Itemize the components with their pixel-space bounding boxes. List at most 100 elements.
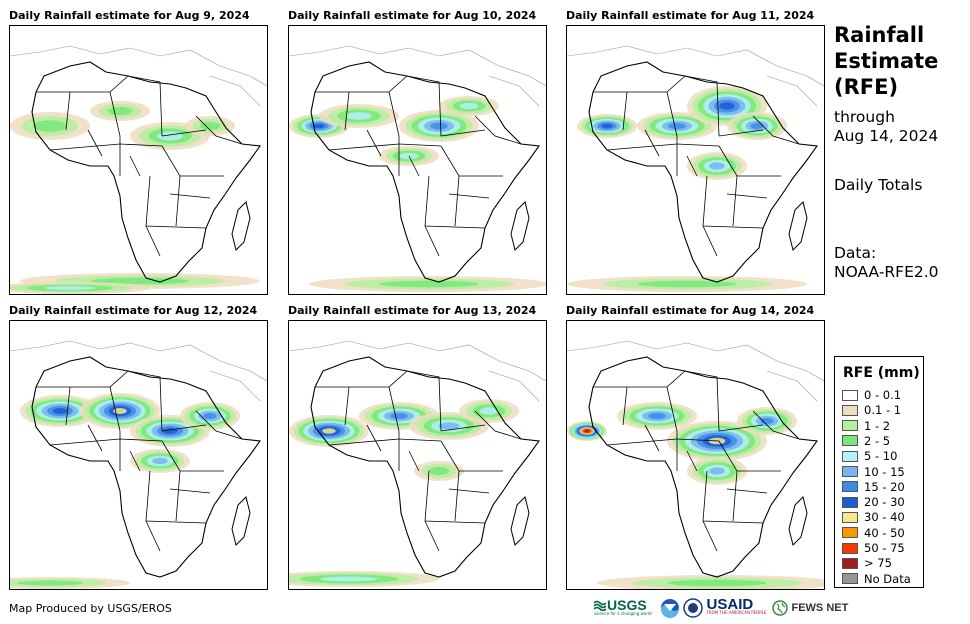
country-border [702,225,718,257]
country-border [315,75,408,93]
africa-map-graphic [567,340,824,589]
panel-title-aug-13: Daily Rainfall estimate for Aug 13, 2024 [288,304,537,317]
country-border [65,386,71,426]
country-border [145,470,207,524]
madagascar-outline [510,201,530,251]
country-border [195,410,243,440]
country-border [686,155,698,177]
rainfall-area [459,102,479,110]
legend-label: > 75 [864,556,892,571]
rainfall-area [379,280,479,288]
country-border [684,75,720,137]
rainfall-area [719,102,735,110]
madagascar-outline [788,496,808,546]
rainfall-area [428,466,450,476]
rainfall-map-aug-9 [9,25,268,295]
country-border [36,75,129,93]
legend-item: 10 - 15 [842,465,905,479]
country-border [344,386,350,426]
rainfall-area [346,112,372,120]
country-border [424,520,440,552]
country-border [644,424,660,452]
country-border [127,75,163,137]
legend-item: 2 - 5 [842,434,890,448]
country-border [87,424,103,452]
country-border [315,370,408,388]
africa-outline [588,356,818,578]
panel-title-aug-11: Daily Rainfall estimate for Aug 11, 2024 [566,9,815,22]
rainfall-area [313,123,325,129]
legend-label: 50 - 75 [864,541,905,555]
country-border [366,424,382,452]
data-source: NOAA-RFE2.0 [834,263,939,281]
rainfall-map-aug-10 [288,25,547,295]
rainfall-area [438,422,460,430]
country-border [726,488,768,494]
legend-swatch [842,542,858,554]
rainfall-area [199,121,221,131]
country-border [440,424,486,432]
usgs-wave-icon [594,600,606,611]
noaa-logo-icon [660,599,679,618]
rainfall-area [17,580,83,586]
country-border [622,386,628,426]
legend-item: > 75 [842,556,892,570]
legend-swatch [842,389,858,401]
country-border [161,424,207,432]
panel-title-aug-9: Daily Rainfall estimate for Aug 9, 2024 [9,9,250,22]
neighbor-coastline [10,340,267,402]
rainfall-area [44,286,96,290]
rainfall-area [667,579,767,587]
country-border [454,470,460,522]
country-border [408,155,420,177]
neighbor-coastline [567,45,824,107]
rainfall-area [33,120,67,132]
fews-net-wordmark: FEWS NET [791,602,849,614]
country-border [175,470,181,522]
usaid-logo: USAID FROM THE AMERICAN PEOPLE [706,597,767,616]
rainfall-area [390,412,408,420]
country-border [606,143,720,151]
neighbor-coastline [289,340,546,402]
rainfall-map-aug-13 [288,320,547,590]
country-border [622,91,628,131]
country-border [145,225,161,257]
neighbor-coastline [10,45,267,107]
rainfall-area [479,407,499,415]
country-border [366,129,382,157]
legend-label: 0 - 0.1 [864,388,902,402]
title-line-2: Estimate [834,49,939,73]
rainfall-area [760,417,774,425]
legend-swatch [842,496,858,508]
africa-outline [31,356,261,578]
country-border [129,155,141,177]
rainfall-map-aug-12 [9,320,268,590]
rainfall-area [107,106,133,116]
rainfall-area [430,122,448,130]
legend-item: 40 - 50 [842,526,905,540]
legend-swatch [842,404,858,416]
legend-label: 15 - 20 [864,479,905,494]
country-border [161,129,207,137]
country-border [666,386,678,432]
country-border [732,175,738,227]
fews-globe-icon [772,600,789,616]
legend-label: 10 - 15 [864,464,905,479]
country-border [474,115,522,145]
country-border [145,520,161,552]
country-border [408,450,420,472]
usaid-wordmark-text: USAID [706,596,754,613]
country-border [161,145,224,177]
totals-label: Daily Totals [834,176,923,194]
legend-item: 5 - 10 [842,449,897,463]
country-border [702,175,764,229]
africa-outline [31,61,261,283]
usaid-tagline: FROM THE AMERICAN PEOPLE [706,610,767,615]
country-border [175,175,181,227]
rainfall-area [601,123,613,129]
rainfall-area [157,131,183,141]
neighbor-coastline [567,340,824,402]
country-border [65,91,71,131]
title-line-1: Rainfall [834,23,925,47]
country-border [406,370,442,432]
